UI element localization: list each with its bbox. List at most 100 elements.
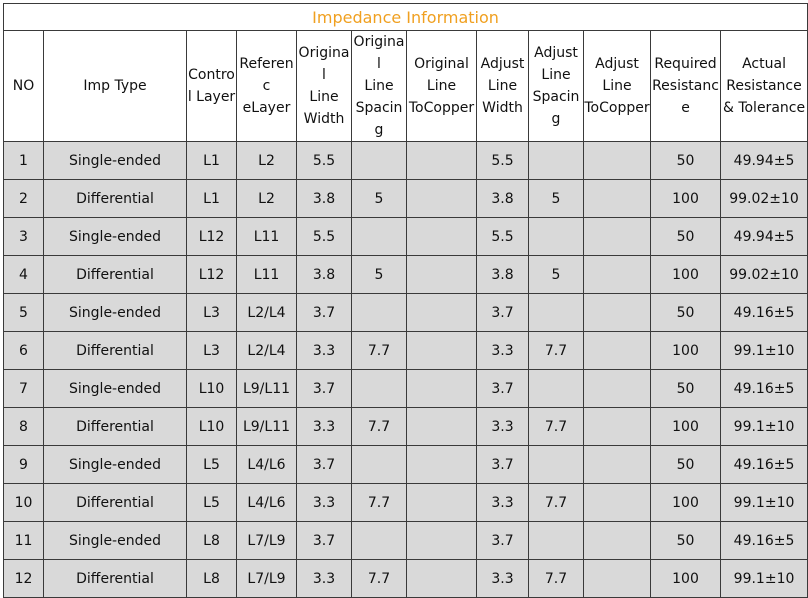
header-line: Contro <box>188 67 235 83</box>
header-line: Line <box>309 89 339 105</box>
cell-original-line-spacing: 5 <box>351 255 407 294</box>
cell-required-resistance: 100 <box>650 559 721 598</box>
cell-reference-layer: L9/L11 <box>236 407 297 446</box>
cell-adjust-line-spacing <box>528 521 584 560</box>
table-row: 4 Differential L12 L11 3.8 5 3.8 5 100 99.02±10 <box>3 255 808 294</box>
header-adjust-line-width: Adjust Line Width <box>476 30 529 142</box>
cell-required-resistance: 50 <box>650 293 721 332</box>
cell-control-layer: L8 <box>186 559 237 598</box>
cell-no: 2 <box>3 179 44 218</box>
cell-no: 8 <box>3 407 44 446</box>
cell-control-layer: L5 <box>186 445 237 484</box>
cell-actual-resistance: 99.1±10 <box>719 407 808 446</box>
impedance-table-container: Impedance Information NO Imp Type Contro l … <box>2 3 808 598</box>
cell-reference-layer: L2 <box>236 141 297 180</box>
header-line: ToCopper <box>408 100 475 116</box>
cell-original-line-spacing: 7.7 <box>351 559 407 598</box>
header-line: Resistanc <box>652 78 719 94</box>
cell-original-line-width: 3.7 <box>296 521 352 560</box>
table-row: 7 Single-ended L10 L9/L11 3.7 3.7 50 49.16±5 <box>3 369 808 408</box>
cell-adjust-line-width: 3.8 <box>476 179 529 218</box>
cell-original-line-spacing <box>351 445 407 484</box>
cell-required-resistance: 50 <box>650 521 721 560</box>
cell-reference-layer: L11 <box>236 255 297 294</box>
cell-reference-layer: L11 <box>236 217 297 256</box>
header-reference-layer: Referenc eLayer <box>236 30 297 142</box>
cell-imp-type: Differential <box>43 331 187 370</box>
cell-control-layer: L5 <box>186 483 237 522</box>
cell-control-layer: L3 <box>186 293 237 332</box>
header-line: Adjust <box>480 56 525 72</box>
cell-reference-layer: L2/L4 <box>236 293 297 332</box>
cell-required-resistance: 50 <box>650 445 721 484</box>
header-line: Line <box>364 78 394 94</box>
cell-imp-type: Single-ended <box>43 445 187 484</box>
cell-original-line-tocopper <box>406 369 477 408</box>
header-line: Imp Type <box>83 78 147 94</box>
cell-actual-resistance: 49.16±5 <box>719 521 808 560</box>
cell-required-resistance: 50 <box>650 217 721 256</box>
cell-adjust-line-tocopper <box>583 445 651 484</box>
cell-original-line-tocopper <box>406 293 477 332</box>
impedance-table: Impedance Information NO Imp Type Contro l … <box>2 3 808 598</box>
header-line: eLayer <box>242 100 291 116</box>
cell-actual-resistance: 49.94±5 <box>719 141 808 180</box>
header-line: Adjust <box>595 56 639 72</box>
cell-original-line-tocopper <box>406 521 477 560</box>
table-row: 10 Differential L5 L4/L6 3.3 7.7 3.3 7.7 100 99.1… <box>3 483 808 522</box>
cell-original-line-width: 3.8 <box>296 179 352 218</box>
cell-imp-type: Differential <box>43 483 187 522</box>
header-line: NO <box>12 78 35 94</box>
cell-adjust-line-spacing: 5 <box>528 179 584 218</box>
header-line: Resistance <box>726 78 802 94</box>
cell-adjust-line-width: 3.3 <box>476 407 529 446</box>
cell-actual-resistance: 49.16±5 <box>719 369 808 408</box>
cell-control-layer: L1 <box>186 179 237 218</box>
cell-imp-type: Single-ended <box>43 141 187 180</box>
cell-actual-resistance: 99.02±10 <box>719 255 808 294</box>
cell-imp-type: Differential <box>43 255 187 294</box>
cell-adjust-line-width: 3.7 <box>476 445 529 484</box>
cell-no: 10 <box>3 483 44 522</box>
header-line: Required <box>654 56 717 72</box>
cell-no: 6 <box>3 331 44 370</box>
header-line: Line <box>602 78 632 94</box>
header-line: Line <box>487 78 518 94</box>
cell-original-line-tocopper <box>406 559 477 598</box>
cell-no: 3 <box>3 217 44 256</box>
cell-original-line-width: 3.3 <box>296 407 352 446</box>
cell-required-resistance: 50 <box>650 141 721 180</box>
cell-control-layer: L12 <box>186 255 237 294</box>
cell-actual-resistance: 99.1±10 <box>719 483 808 522</box>
cell-no: 9 <box>3 445 44 484</box>
cell-original-line-tocopper <box>406 331 477 370</box>
cell-original-line-tocopper <box>406 217 477 256</box>
cell-original-line-tocopper <box>406 407 477 446</box>
cell-adjust-line-tocopper <box>583 293 651 332</box>
cell-imp-type: Single-ended <box>43 369 187 408</box>
header-row: NO Imp Type Contro l Layer Referenc eLayer Ori… <box>3 30 808 142</box>
cell-control-layer: L8 <box>186 521 237 560</box>
cell-actual-resistance: 99.1±10 <box>719 331 808 370</box>
cell-imp-type: Differential <box>43 559 187 598</box>
cell-adjust-line-spacing <box>528 369 584 408</box>
table-row: 2 Differential L1 L2 3.8 5 3.8 5 100 99.02±10 <box>3 179 808 218</box>
cell-actual-resistance: 99.02±10 <box>719 179 808 218</box>
cell-adjust-line-tocopper <box>583 331 651 370</box>
cell-reference-layer: L4/L6 <box>236 483 297 522</box>
header-original-line-tocopper: Original Line ToCopper <box>406 30 477 142</box>
cell-adjust-line-width: 3.7 <box>476 521 529 560</box>
header-line: Original <box>353 34 405 72</box>
cell-required-resistance: 100 <box>650 407 721 446</box>
cell-adjust-line-tocopper <box>583 407 651 446</box>
header-original-line-width: Original Line Width <box>296 30 352 142</box>
cell-actual-resistance: 49.16±5 <box>719 293 808 332</box>
cell-original-line-tocopper <box>406 483 477 522</box>
header-line: & Tolerance <box>722 100 806 116</box>
cell-original-line-spacing <box>351 293 407 332</box>
cell-adjust-line-spacing: 5 <box>528 255 584 294</box>
cell-adjust-line-width: 5.5 <box>476 217 529 256</box>
table-row: 11 Single-ended L8 L7/L9 3.7 3.7 50 49.16±5 <box>3 521 808 560</box>
cell-original-line-spacing: 7.7 <box>351 407 407 446</box>
cell-adjust-line-tocopper <box>583 521 651 560</box>
